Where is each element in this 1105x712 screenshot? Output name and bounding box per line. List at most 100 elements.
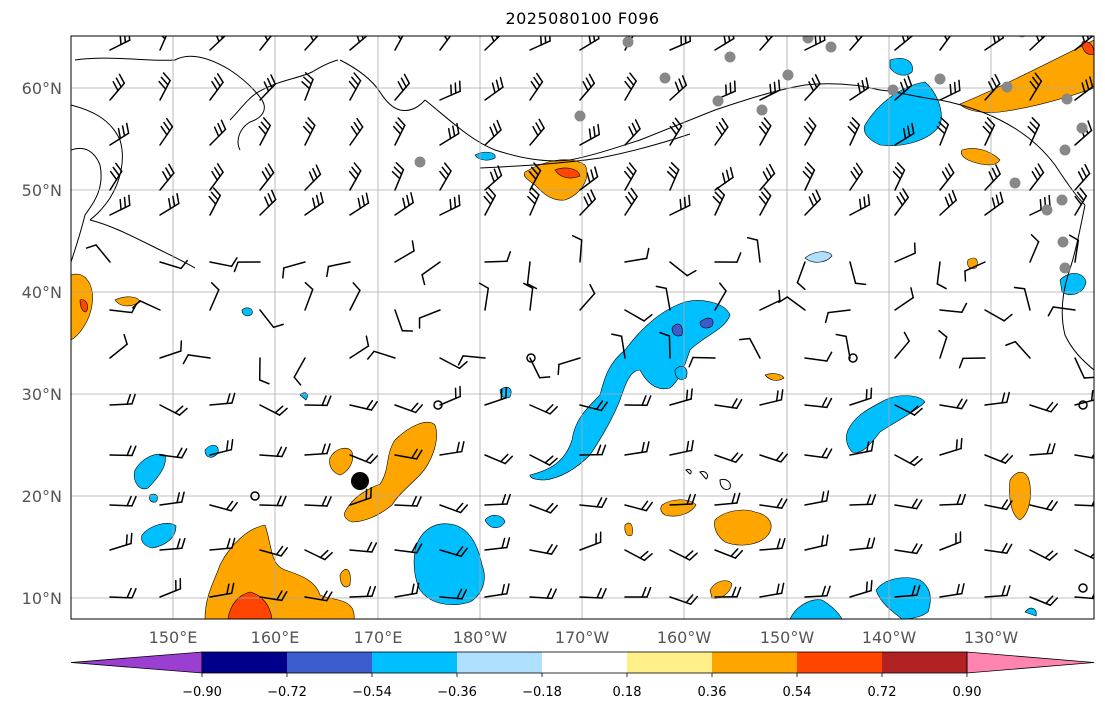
wind-barb (894, 122, 915, 146)
wind-barb (936, 117, 949, 146)
calm-circle (526, 353, 536, 363)
wind-barb (824, 309, 851, 324)
wind-barb (439, 194, 461, 216)
wind-barb (349, 453, 379, 464)
wind-barb (714, 282, 727, 311)
wind-barb (394, 402, 424, 414)
wind-barb (209, 537, 236, 551)
wind-barb (669, 117, 683, 146)
wind-barb (714, 252, 742, 263)
latitude-tick-label: 50°N (22, 181, 62, 200)
station-dot (1061, 93, 1073, 105)
wind-barb (159, 192, 180, 216)
contour-region (1081, 41, 1094, 55)
wind-barb (159, 537, 186, 551)
latitude-tick-label: 10°N (22, 589, 62, 608)
contour-region (329, 447, 353, 476)
wind-barb (484, 119, 502, 146)
colorbar-bin (882, 652, 967, 673)
station-dot (622, 36, 634, 48)
wind-barb (624, 586, 652, 598)
wind-barb (849, 77, 870, 101)
wind-barb (159, 259, 188, 270)
wind-barb (484, 493, 511, 506)
wind-barb (1074, 357, 1094, 379)
wind-barb (259, 404, 288, 416)
wind-barb (655, 285, 671, 311)
wind-barb (526, 261, 538, 290)
wind-barb (894, 404, 923, 416)
wind-barb (611, 333, 626, 359)
wind-barb (939, 398, 968, 410)
station-dot (1009, 177, 1021, 189)
wind-barb (1005, 340, 1031, 359)
wind-barb (1074, 76, 1094, 101)
colorbar-labels: −0.90 −0.72 −0.54 −0.36 −0.18 0.18 0.36 0.54 0.7… (182, 673, 981, 700)
station-dot (756, 104, 768, 116)
wind-barb (571, 234, 583, 263)
colorbar-tick-label: 0.36 (698, 685, 727, 700)
wind-barb (984, 309, 1013, 322)
wind-barb (259, 495, 287, 507)
colorbar-bin (627, 652, 712, 673)
wind-barb (939, 79, 961, 101)
station-dot (934, 73, 946, 85)
wind-barb (849, 261, 867, 286)
coastline-asia (71, 147, 102, 263)
contour-region (789, 599, 843, 619)
wind-barb (758, 117, 772, 146)
longitude-tick-label: 160°E (251, 628, 300, 647)
wind-barb (759, 497, 788, 509)
wind-barb (1074, 36, 1093, 51)
coastline-kuril (89, 219, 196, 269)
wind-barb (529, 454, 558, 466)
wind-barb (529, 543, 558, 555)
calm-circle (433, 400, 443, 410)
contour-region (484, 515, 506, 529)
longitude-tick-label: 170°W (555, 628, 610, 647)
contour-region (149, 493, 158, 503)
contour-region (134, 453, 166, 490)
wind-barb (439, 588, 468, 600)
wind-barb (109, 495, 137, 507)
colorbar-tick-label: −0.54 (352, 685, 392, 700)
station-dot (1059, 262, 1071, 274)
wind-barb (579, 166, 599, 191)
wind-barb (1074, 163, 1091, 191)
colorbar-bin (457, 652, 542, 673)
wind-barb (778, 296, 806, 311)
wind-barb (109, 333, 128, 359)
wind-barb (579, 73, 596, 101)
latitude-labels: 60°N 50°N 40°N 30°N 20°N 10°N (22, 79, 62, 608)
wind-barb (939, 531, 962, 551)
contour-region (554, 167, 581, 179)
colorbar-tick-label: 0.54 (783, 685, 812, 700)
contour-region (671, 323, 683, 337)
wind-barb (804, 585, 831, 598)
wind-barb (304, 164, 322, 191)
wind-barb (421, 261, 441, 286)
wind-barb (939, 163, 955, 191)
wind-barb (1074, 592, 1094, 600)
wind-barb (802, 162, 816, 191)
wind-barb (1013, 286, 1031, 311)
wind-barb (759, 537, 786, 551)
wind-barb (109, 122, 130, 146)
wind-barb (484, 165, 503, 191)
wind-barb (349, 487, 372, 506)
hawaii-island-2 (699, 471, 709, 480)
wind-barb (528, 162, 542, 191)
wind-barb (209, 439, 234, 456)
contour-region (339, 568, 351, 588)
contour-region (889, 58, 913, 76)
wind-barb (579, 531, 602, 551)
wind-barbs (85, 36, 1094, 607)
wind-barb (349, 282, 361, 311)
wind-barb (669, 549, 698, 561)
contour-region (624, 522, 633, 537)
wind-barb (439, 80, 461, 101)
wind-barb (669, 194, 691, 216)
wind-barb (804, 397, 833, 409)
wind-barb (209, 73, 224, 101)
wind-barb (847, 117, 861, 146)
